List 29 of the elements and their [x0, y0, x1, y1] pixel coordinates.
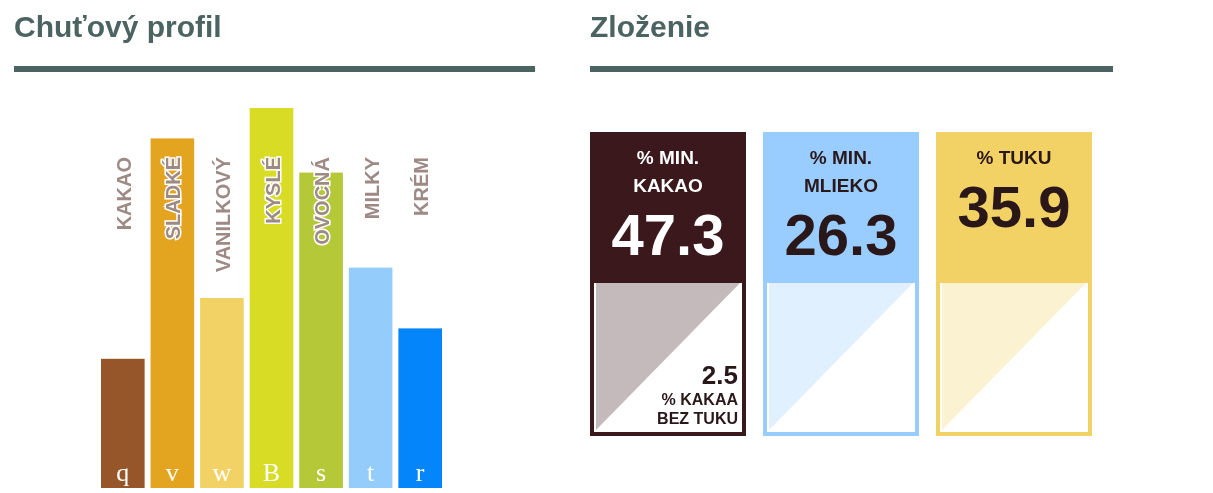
category-label: % MIN. MLIEKO	[804, 147, 878, 196]
text: Zloženie	[590, 10, 711, 43]
x-tick-label: KRÉM	[410, 157, 433, 216]
category-label: % TUKU	[976, 147, 1052, 168]
annotation: s	[316, 458, 327, 487]
category-label: % MIN. KAKAO	[633, 147, 703, 196]
x-tick-label: SLADKÉ	[162, 157, 185, 240]
x-tick-label: MILKY	[360, 156, 383, 220]
annotation: t	[367, 458, 376, 487]
annotation: r	[415, 458, 425, 487]
annotation: w	[212, 458, 232, 487]
data-label: 35.9	[957, 174, 1071, 239]
annotation: q	[116, 458, 130, 487]
annotation: B	[262, 458, 281, 487]
x-tick-label: KYSLÉ	[261, 157, 284, 224]
text: % KAKAA BEZ TUKU	[657, 391, 739, 427]
bar	[101, 358, 145, 488]
data-label: 47.3	[611, 202, 725, 267]
x-tick-label: KAKAO	[112, 157, 135, 231]
chart-title: Chuťový profil	[14, 10, 222, 43]
x-tick-label: OVOCNÁ	[311, 157, 334, 245]
x-tick-label: VANILKOVÝ	[210, 156, 234, 273]
annotation: v	[165, 458, 179, 487]
data-label: 26.3	[784, 202, 898, 267]
text: 2.5	[701, 360, 738, 390]
bar	[348, 267, 393, 488]
bar	[200, 298, 244, 488]
bar	[398, 328, 442, 488]
bar	[249, 108, 294, 488]
